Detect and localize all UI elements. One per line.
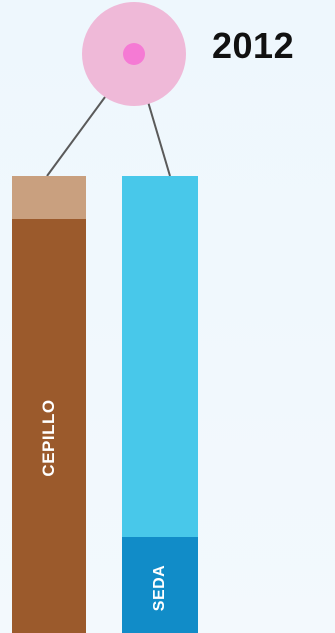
bar-seda-label: SEDA [151,564,168,612]
bar-seda-top-segment [122,176,198,537]
bar-cepillo-label: CEPILLO [39,399,58,477]
bar-seda: SEDA [122,176,198,633]
bar-cepillo-top-segment [12,176,86,219]
bar-cepillo: CEPILLO [12,176,86,633]
bar-seda-main-segment [122,537,198,633]
year-label: 2012 [212,25,295,66]
bar-cepillo-main-segment [12,219,86,633]
year-marker-dot [123,43,145,65]
